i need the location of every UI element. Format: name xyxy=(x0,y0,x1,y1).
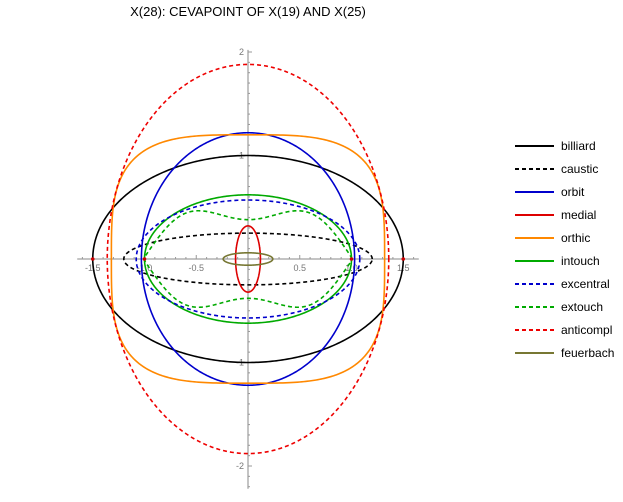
series-orbit-curve xyxy=(140,131,356,387)
series-feuerbach-curve xyxy=(222,251,274,267)
series-excentral-curve xyxy=(135,199,361,319)
legend-label-orbit: orbit xyxy=(561,185,585,199)
legend-label-billiard: billiard xyxy=(561,139,596,153)
curves xyxy=(90,63,406,455)
x-tick-label: 1.0 xyxy=(345,263,358,273)
legend-label-intouch: intouch xyxy=(561,254,600,268)
legend-label-extouch: extouch xyxy=(561,300,603,314)
legend-label-anticompl: anticompl xyxy=(561,323,612,337)
legend-label-feuerbach: feuerbach xyxy=(561,346,614,360)
y-tick-label: -2 xyxy=(236,461,244,471)
legend-label-orthic: orthic xyxy=(561,231,590,245)
x-tick-label: 0.5 xyxy=(293,263,306,273)
y-tick-label: 2 xyxy=(239,47,244,57)
series-caustic-curve xyxy=(122,232,374,286)
legend-label-medial: medial xyxy=(561,208,596,222)
vertex-marker xyxy=(142,257,147,261)
legend-label-excentral: excentral xyxy=(561,277,610,291)
series-anticompl-curve xyxy=(106,63,390,455)
x-tick-label: -1.0 xyxy=(137,263,153,273)
axes: -1.5 -1.0 -0.5 0.5 1.0 1.521-1-2 xyxy=(77,47,419,489)
series-medial-curve xyxy=(234,225,262,293)
vertex-marker xyxy=(90,257,95,261)
legend: billiard caustic orbit medial orthic intouch e… xyxy=(515,139,614,360)
legend-label-caustic: caustic xyxy=(561,162,598,176)
chart-title: X(28): CEVAPOINT OF X(19) AND X(25) xyxy=(130,4,366,19)
x-tick-label: -0.5 xyxy=(188,263,204,273)
vertex-marker xyxy=(349,257,354,261)
series-orthic-curve xyxy=(110,133,386,385)
vertex-marker xyxy=(401,257,406,261)
